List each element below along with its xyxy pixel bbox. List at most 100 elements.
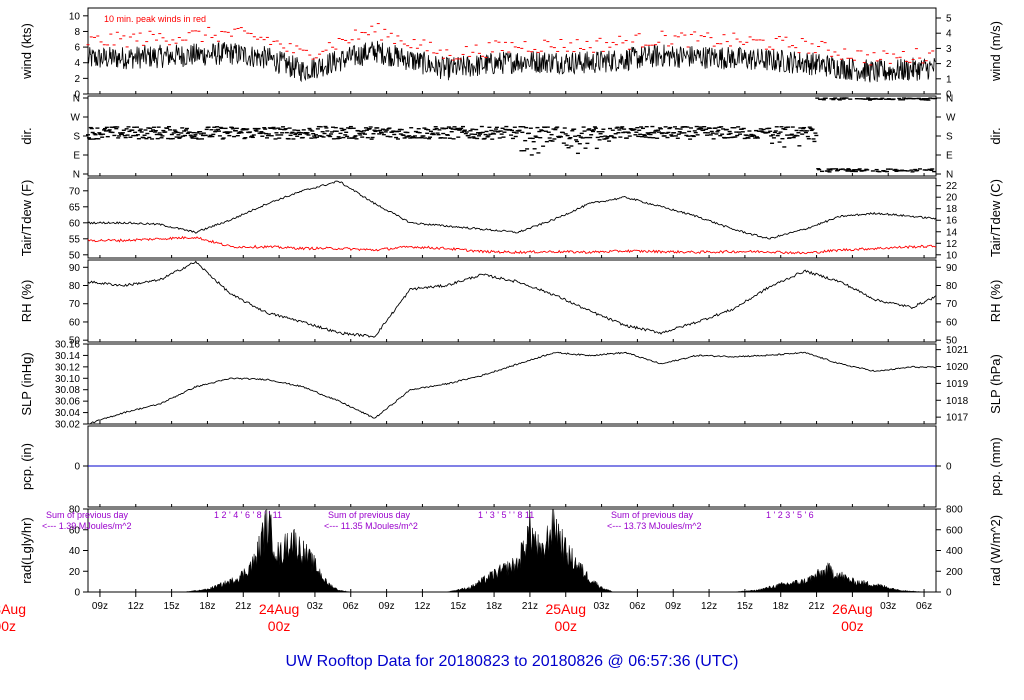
tick-label-right: 12 (946, 239, 958, 250)
panel-rad: rad(Lgly/hr) rad (W/m^2)02040608002004006… (19, 505, 1003, 599)
tick-label-left: 50 (69, 250, 81, 261)
tick-label-left: 4 (74, 58, 80, 69)
day-label: 25Aug (546, 601, 586, 617)
hour-marks: 1 ' 2 3 ' 5 ' 6 (766, 510, 814, 520)
ylabel-left: wind (kts) (19, 23, 34, 80)
tick-label-right: 18 (946, 204, 958, 215)
tick-label-right: 400 (946, 546, 963, 557)
tick-label-right: 10 (946, 250, 958, 261)
time-axis: 09z 12z 15z 18z 21z 24Aug 03z 06z 09z 12z 15z 18z 21… (0, 91, 932, 634)
panel-dir: dir. dir.N NE ES SW WN N (19, 94, 1003, 181)
tick-label-right: W (946, 113, 956, 124)
sum-label: Sum of previous day (611, 510, 694, 520)
tick-label-left: 80 (69, 505, 81, 516)
tick-label-right: 80 (946, 281, 958, 292)
tick-label-right: E (946, 151, 953, 162)
radiation-area (88, 508, 936, 593)
hour-tick-label: 09z (379, 601, 395, 612)
tick-label-left: 60 (69, 525, 81, 536)
tick-label-left: 30.14 (55, 351, 80, 362)
tick-label-left: 30.06 (55, 397, 80, 408)
tick-label-right: 1 (946, 74, 952, 85)
hour-tick-label: 18z (486, 601, 502, 612)
panel-frame (87, 343, 937, 425)
tick-label-left: 0 (74, 588, 80, 599)
tick-label-right: 3 (946, 44, 952, 55)
tick-label-left: 90 (69, 263, 81, 274)
direction-marks (86, 97, 938, 173)
tick-label-right: 0 (946, 462, 952, 473)
tick-label-left: 30.16 (55, 340, 80, 351)
hour-tick-label: 03z (594, 601, 610, 612)
tick-label-left: 60 (69, 317, 81, 328)
daily-energy: <--- 13.73 MJoules/m^2 (607, 521, 702, 531)
tick-label-right: 5 (946, 14, 952, 25)
panel-frame (87, 259, 937, 343)
tick-label-left: 8 (74, 27, 80, 38)
hour-tick-label: 12z (701, 601, 717, 612)
hour-tick-label: 18z (773, 601, 789, 612)
hour-tick-label: 09z (665, 601, 681, 612)
tick-label-left: 30.04 (55, 408, 80, 419)
radiation-annotation: Sum of previous day<--- 11.35 MJoules/m^… (324, 510, 534, 531)
ylabel-left: RH (%) (19, 280, 34, 323)
hour-tick-label: 15z (164, 601, 180, 612)
ylabel-left: rad(Lgly/hr) (19, 517, 34, 583)
day-hour-label: 00z (0, 618, 16, 634)
hour-marks: 1 2 ' 4 ' 6 ' 8 ' ' 11 (214, 510, 282, 520)
day-hour-label: 00z (554, 618, 577, 634)
panel-wind: wind (kts) wind (m/s) 0 2 4 6 8 10 0 1 2 3 4 5 10 min.… (19, 7, 1003, 101)
slp-line (87, 351, 937, 425)
tick-label-left: 20 (69, 567, 81, 578)
tick-label-right: 14 (946, 227, 958, 238)
ylabel-right: rad (W/m^2) (988, 515, 1003, 586)
tick-label-left: S (73, 132, 80, 143)
hour-tick-label: 06z (629, 601, 645, 612)
day-hour-label: 00z (841, 618, 864, 634)
hour-marks: 1 ' 3 ' 5 ' ' 8 11 (478, 510, 534, 520)
day-hour-label: 00z (268, 618, 291, 634)
daily-energy: <--- 11.35 MJoules/m^2 (324, 521, 418, 531)
panel-temperature: Tair/Tdew (F) Tair/Tdew (C) 50 55 60 65 70 1012… (19, 177, 1003, 261)
tick-label-left: 70 (69, 186, 81, 197)
tick-label-right: 0 (946, 588, 952, 599)
hour-tick-label: 15z (737, 601, 753, 612)
tick-label-left: 6 (74, 43, 80, 54)
ylabel-right: dir. (988, 127, 1003, 144)
hour-tick-label: 18z (199, 601, 215, 612)
tick-label-left: 40 (69, 546, 81, 557)
tick-label-right: 50 (946, 336, 958, 347)
tick-label-right: 90 (946, 263, 958, 274)
tick-label-left: 30.02 (55, 420, 80, 431)
tick-label-left: N (73, 94, 80, 105)
tick-label-left: E (73, 151, 80, 162)
tick-label-left: 65 (69, 202, 81, 213)
tick-label-left: 50 (69, 336, 81, 347)
tick-label-right: 800 (946, 505, 963, 516)
ylabel-left: Tair/Tdew (F) (19, 180, 34, 257)
hour-tick-label: 12z (128, 601, 144, 612)
tick-label-right: 1019 (946, 379, 969, 390)
peak-wind-note: 10 min. peak winds in red (104, 14, 206, 24)
ylabel-right: wind (m/s) (988, 21, 1003, 82)
tick-label-right: 2 (946, 59, 952, 70)
tick-label-left: 55 (69, 234, 81, 245)
ylabel-right: RH (%) (988, 280, 1003, 323)
tick-label-left: 70 (69, 299, 81, 310)
tick-label-right: 1018 (946, 396, 969, 407)
wind-line (87, 40, 937, 83)
ylabel-right: SLP (hPa) (988, 354, 1003, 414)
ylabel-left: SLP (inHg) (19, 352, 34, 415)
ylabel-left: dir. (19, 127, 34, 144)
tick-label-right: N (946, 170, 953, 181)
tick-label-left: 80 (69, 281, 81, 292)
hour-tick-label: 12z (414, 601, 430, 612)
tick-label-right: S (946, 132, 953, 143)
sum-label: Sum of previous day (328, 510, 411, 520)
tick-label-right: 1020 (946, 362, 969, 373)
hour-tick-label: 21z (809, 601, 825, 612)
tick-label-right: 200 (946, 567, 963, 578)
panel-slp: SLP (inHg) SLP (hPa)30.0230.0430.0630.083… (19, 340, 1003, 431)
hour-tick-label: 09z (92, 601, 108, 612)
